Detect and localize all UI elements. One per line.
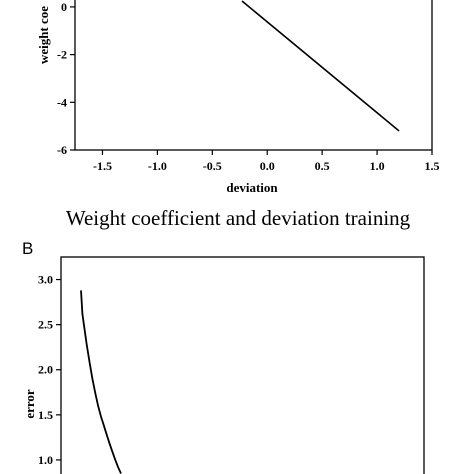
panel-a-y-tick-label: -4 <box>57 95 67 109</box>
panel-b-plot-frame <box>60 256 425 474</box>
panel-b-series-line <box>80 290 122 474</box>
panel-a-x-tick-label: 0.5 <box>315 159 330 173</box>
panel-b-y-tick-label: 2.5 <box>38 318 53 332</box>
panel-b-y-tick-label: 3.0 <box>38 273 53 287</box>
panel-a-x-tick-label: 0.0 <box>260 159 275 173</box>
panel-b-series <box>80 290 122 474</box>
panel-a-y-ticks: -6 -4 -2 0 <box>57 0 75 157</box>
figure-caption: Weight coefficient and deviation trainin… <box>66 206 411 230</box>
panel-b-y-axis-title: error <box>22 389 37 419</box>
panel-a-x-tick-label: -1.5 <box>93 159 112 173</box>
panel-a-x-tick-label: 1.0 <box>370 159 385 173</box>
panel-a-x-tick-label: 1.5 <box>425 159 440 173</box>
panel-a-x-ticks: -1.5 -1.0 -0.5 0.0 0.5 1.0 1.5 <box>93 150 440 173</box>
panel-b-y-ticks: 1.0 1.5 2.0 2.5 3.0 <box>38 273 61 467</box>
panel-a-plot-frame <box>74 0 433 151</box>
panel-b: B 1.0 1.5 2.0 2.5 3.0 error <box>22 239 425 474</box>
panel-a-x-tick-label: -0.5 <box>203 159 222 173</box>
panel-a-y-tick-label: 0 <box>61 0 67 14</box>
panel-b-y-tick-label: 2.0 <box>38 363 53 377</box>
panel-a-series-line <box>241 0 400 132</box>
panel-a: -6 -4 -2 0 -1.5 -1.0 -0.5 0.0 0.5 1.0 1.5 weight … <box>36 0 440 195</box>
panel-a-x-axis-title: deviation <box>226 180 278 195</box>
panel-a-x-tick-label: -1.0 <box>148 159 167 173</box>
panel-b-y-tick-label: 1.0 <box>38 453 53 467</box>
panel-a-y-axis-title: weight coe <box>36 6 51 64</box>
panel-b-letter: B <box>22 239 33 258</box>
panel-a-y-tick-label: -2 <box>57 48 67 62</box>
panel-b-y-tick-label: 1.5 <box>38 408 53 422</box>
panel-a-series <box>241 0 400 132</box>
panel-a-y-tick-label: -6 <box>57 143 67 157</box>
